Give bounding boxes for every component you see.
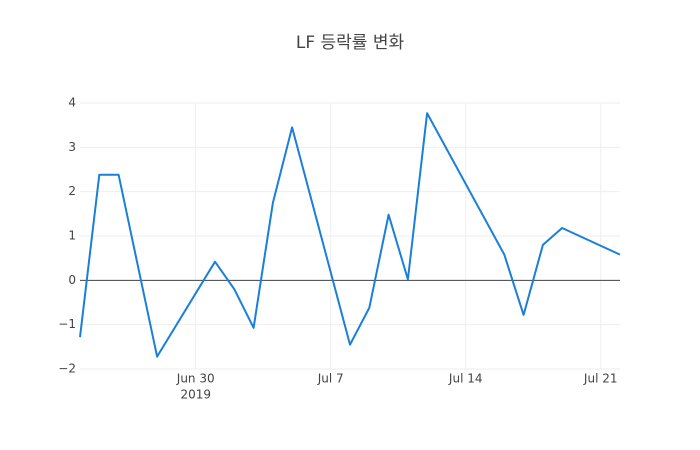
y-tick-label: 2	[68, 184, 76, 198]
x-tick-label: Jun 30	[176, 372, 215, 386]
y-tick-label: 0	[68, 273, 76, 287]
y-tick-label: 4	[68, 96, 76, 110]
y-tick-label: 3	[68, 140, 76, 154]
x-tick-label: Jul 14	[448, 372, 483, 386]
y-tick-label: −1	[58, 317, 76, 331]
x-tick-label: Jul 7	[317, 372, 344, 386]
line-series	[79, 112, 621, 358]
x-tick-label: Jul 21	[583, 372, 618, 386]
y-tick-label: 1	[68, 229, 76, 243]
chart-title: LF 등락률 변화	[296, 33, 405, 53]
y-tick-label: −2	[58, 362, 76, 376]
x-year-label: 2019	[180, 388, 211, 402]
